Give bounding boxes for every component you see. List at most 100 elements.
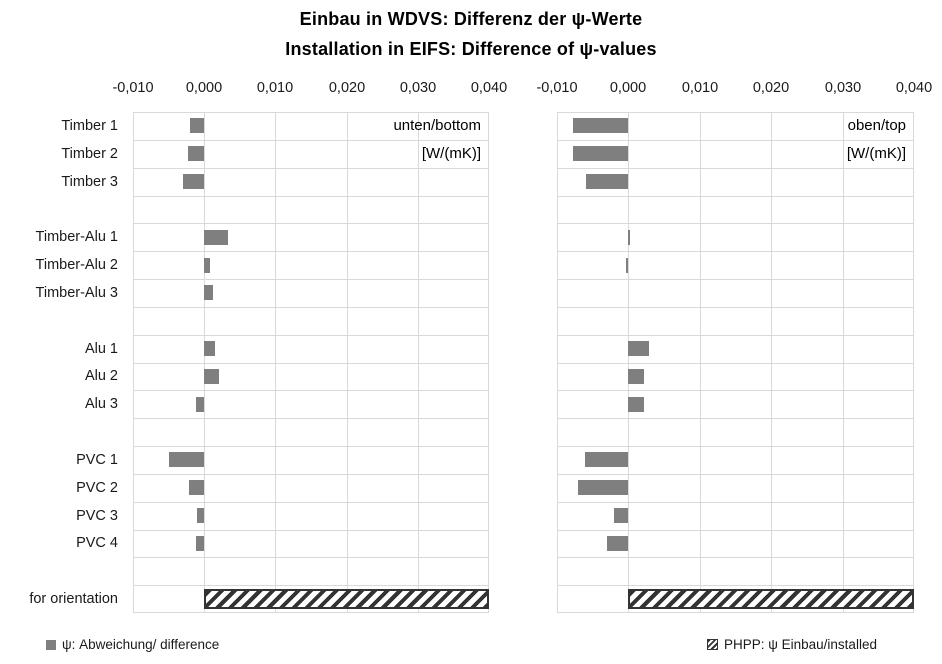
legend-phpp-label: PHPP: ψ Einbau/installed [724, 637, 877, 652]
gridline-horizontal [133, 530, 489, 531]
gridline-horizontal [133, 251, 489, 252]
bar-timber-alu-3 [204, 285, 213, 300]
gridline-vertical [418, 112, 419, 613]
gridline-horizontal [133, 446, 489, 447]
bar-timber-1 [573, 118, 628, 133]
bar-timber-alu-1 [628, 230, 630, 245]
y-category-label-timber-1: Timber 1 [61, 118, 118, 134]
chart-title-line-1: Einbau in WDVS: Differenz der ψ-Werte [299, 9, 643, 29]
bar-for-orientation-phpp [628, 589, 914, 609]
gridline-horizontal [557, 112, 914, 113]
bar-alu-3 [628, 397, 644, 412]
gridline-horizontal [557, 530, 914, 531]
gridline-vertical [843, 112, 844, 613]
gridline-horizontal [557, 196, 914, 197]
gridline-horizontal [557, 335, 914, 336]
gridline-vertical [628, 112, 629, 613]
gridline-horizontal [133, 140, 489, 141]
bar-alu-3 [196, 397, 204, 412]
gridline-horizontal [557, 502, 914, 503]
y-category-label-timber-3: Timber 3 [61, 174, 118, 190]
bar-timber-1 [190, 118, 204, 133]
gridline-horizontal [557, 612, 914, 613]
gridline-vertical [488, 112, 489, 613]
panel-annotation-unit: [W/(mK)] [421, 145, 481, 162]
chart-panel-bottom: unten/bottom [W/(mK)] [133, 112, 489, 613]
y-category-label-pvc-4: PVC 4 [76, 535, 118, 551]
bar-timber-2 [573, 146, 628, 161]
x-tick-label: 0,030 [399, 80, 437, 96]
gridline-vertical [204, 112, 205, 613]
gridline-horizontal [557, 307, 914, 308]
bar-pvc-3 [614, 508, 628, 523]
gridline-horizontal [133, 474, 489, 475]
x-axis-right: -0,010 0,000 0,010 0,020 0,030 0,040 [536, 80, 932, 100]
bar-timber-3 [586, 174, 628, 189]
gridline-horizontal [133, 335, 489, 336]
gridline-vertical [771, 112, 772, 613]
bar-alu-1 [628, 341, 649, 356]
gridline-horizontal [557, 418, 914, 419]
legend-hatch-swatch-icon [707, 639, 718, 650]
y-category-label-pvc-2: PVC 2 [76, 480, 118, 496]
bar-timber-3 [183, 174, 204, 189]
x-tick-label: -0,010 [536, 80, 578, 96]
chart-title-line-2: Installation in EIFS: Difference of ψ-va… [285, 39, 657, 59]
legend-solid-swatch-icon [46, 639, 56, 650]
gridline-horizontal [557, 585, 914, 586]
bar-for-orientation-phpp [204, 589, 489, 609]
bar-pvc-1 [585, 452, 628, 467]
panel-annotation-unit: [W/(mK)] [846, 145, 906, 162]
gridline-horizontal [133, 585, 489, 586]
y-category-label-pvc-3: PVC 3 [76, 508, 118, 524]
gridline-horizontal [557, 557, 914, 558]
gridline-horizontal [133, 196, 489, 197]
panel-annotation-name: oben/top [847, 117, 906, 134]
y-category-label-timber-alu-3: Timber-Alu 3 [35, 285, 118, 301]
y-category-label-alu-3: Alu 3 [84, 396, 118, 412]
gridline-horizontal [133, 557, 489, 558]
x-tick-label: 0,040 [470, 80, 508, 96]
gridline-vertical [700, 112, 701, 613]
bar-timber-2 [188, 146, 204, 161]
gridline-horizontal [133, 612, 489, 613]
gridline-horizontal [133, 307, 489, 308]
x-tick-label: 0,030 [824, 80, 862, 96]
gridline-horizontal [557, 223, 914, 224]
gridline-horizontal [133, 363, 489, 364]
gridline-horizontal [557, 474, 914, 475]
gridline-vertical [133, 112, 134, 613]
gridline-horizontal [557, 168, 914, 169]
gridline-horizontal [557, 390, 914, 391]
x-axis-left: -0,010 0,000 0,010 0,020 0,030 0,040 [112, 80, 507, 100]
bar-timber-alu-1 [204, 230, 228, 245]
y-category-label-pvc-1: PVC 1 [76, 452, 118, 468]
gridline-horizontal [557, 279, 914, 280]
y-category-label-timber-alu-1: Timber-Alu 1 [35, 229, 118, 245]
gridline-horizontal [133, 390, 489, 391]
x-tick-label: 0,000 [609, 80, 647, 96]
gridline-horizontal [133, 168, 489, 169]
bar-timber-alu-2 [626, 258, 628, 273]
gridline-horizontal [133, 223, 489, 224]
bar-alu-1 [204, 341, 215, 356]
bar-pvc-2 [189, 480, 204, 495]
chart-panel-top: oben/top [W/(mK)] [557, 112, 914, 613]
y-category-label-timber-2: Timber 2 [61, 146, 118, 162]
x-tick-label: 0,020 [752, 80, 790, 96]
gridline-vertical [557, 112, 558, 613]
legend-difference: ψ: Abweichung/ difference [46, 637, 219, 652]
x-tick-label: -0,010 [112, 80, 154, 96]
bar-pvc-2 [578, 480, 628, 495]
bar-pvc-3 [197, 508, 204, 523]
legend-difference-label: ψ: Abweichung/ difference [62, 637, 220, 652]
panel-annotation-name: unten/bottom [393, 117, 481, 134]
bar-pvc-4 [607, 536, 628, 551]
gridline-horizontal [557, 251, 914, 252]
bar-alu-2 [204, 369, 219, 384]
x-tick-label: 0,010 [256, 80, 294, 96]
gridline-horizontal [557, 446, 914, 447]
x-tick-label: 0,000 [185, 80, 223, 96]
bar-alu-2 [628, 369, 644, 384]
